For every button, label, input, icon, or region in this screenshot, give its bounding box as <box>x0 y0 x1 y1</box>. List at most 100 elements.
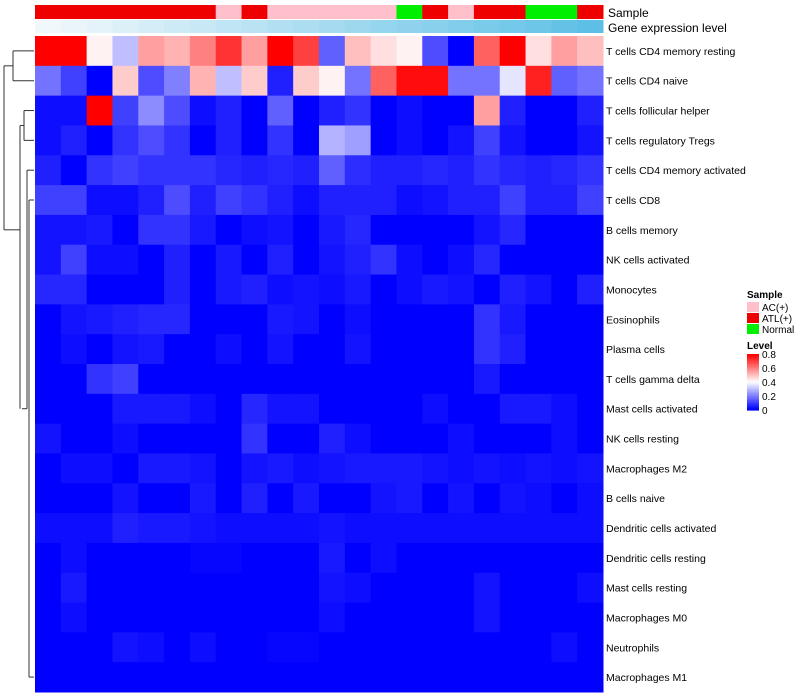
heatmap-cell <box>215 65 243 97</box>
heatmap-cell <box>164 274 191 305</box>
heatmap-cell <box>319 214 346 246</box>
sample-annotation-cell <box>112 5 139 19</box>
legend-gradient-step <box>747 403 759 405</box>
heatmap-cell <box>164 36 191 67</box>
heatmap-cell <box>396 393 423 425</box>
heatmap-cell <box>473 65 501 97</box>
heatmap-cell <box>525 662 552 693</box>
sample-annotation-cell <box>293 5 320 19</box>
expression-annotation-cell <box>164 20 191 33</box>
heatmap-cell <box>499 65 527 97</box>
heatmap-cell <box>370 65 397 97</box>
row-label: Dendritic cells activated <box>606 523 716 535</box>
heatmap-cell <box>525 542 552 574</box>
heatmap-cell <box>267 483 294 514</box>
heatmap-cell <box>112 662 139 693</box>
legend-swatch <box>747 324 759 334</box>
heatmap-cell <box>577 602 604 633</box>
legend-gradient-step <box>747 376 759 379</box>
sample-annotation-cell <box>319 5 346 19</box>
legend-gradient-step <box>747 397 759 400</box>
heatmap-cell <box>215 632 243 663</box>
heatmap-cell <box>525 632 552 663</box>
heatmap-cell <box>189 393 217 425</box>
heatmap-cell <box>319 513 346 544</box>
heatmap-cell <box>215 662 243 693</box>
heatmap-cell <box>215 602 243 633</box>
heatmap-cell <box>577 662 604 693</box>
legend-gradient-step <box>747 382 759 384</box>
heatmap-cell <box>293 65 320 97</box>
heatmap-cell <box>499 632 527 663</box>
heatmap-cell <box>267 572 294 604</box>
heatmap-cell <box>35 95 62 126</box>
heatmap-cell <box>293 304 320 335</box>
heatmap-cell <box>473 513 501 544</box>
heatmap-cell <box>189 185 217 216</box>
row-dendrogram <box>3 50 34 678</box>
heatmap-cell <box>448 334 475 365</box>
heatmap-cell <box>370 364 397 395</box>
heatmap-cell <box>293 155 320 186</box>
heatmap-cell <box>35 423 62 454</box>
heatmap-cell <box>473 393 501 425</box>
heatmap-cell <box>525 244 552 276</box>
heatmap-cell <box>448 244 475 276</box>
heatmap-cell <box>241 632 268 663</box>
row-label: NK cells resting <box>606 434 679 446</box>
heatmap-cell <box>293 125 320 156</box>
heatmap-cell <box>60 602 88 633</box>
heatmap-cell <box>577 542 604 574</box>
heatmap-cell <box>473 453 501 484</box>
heatmap-cell <box>551 95 578 126</box>
sample-annotation-cell <box>60 5 88 19</box>
sample-annotation-cell <box>577 5 604 19</box>
heatmap-cell <box>86 423 113 454</box>
heatmap-cell <box>319 453 346 484</box>
heatmap-cell <box>112 513 139 544</box>
heatmap-cell <box>293 423 320 454</box>
heatmap-cell <box>60 304 88 335</box>
heatmap-cell <box>241 65 268 97</box>
heatmap-cell <box>499 364 527 395</box>
heatmap-cell <box>138 513 165 544</box>
heatmap-cell <box>35 602 62 633</box>
heatmap-cell <box>525 155 552 186</box>
legend-gradient-step <box>747 405 759 408</box>
legend-gradient-step <box>747 361 759 363</box>
heatmap-cell <box>189 662 217 693</box>
heatmap-cell <box>396 602 423 633</box>
row-label: B cells memory <box>606 225 679 237</box>
heatmap-cell <box>138 155 165 186</box>
heatmap-cell <box>60 36 88 67</box>
heatmap-cell <box>577 274 604 305</box>
heatmap-cell <box>267 214 294 246</box>
heatmap-cell <box>577 185 604 216</box>
heatmap-cell <box>551 364 578 395</box>
legend-gradient-step <box>747 368 759 370</box>
heatmap-cell <box>525 185 552 216</box>
heatmap-cell <box>86 334 113 365</box>
heatmap-cell <box>86 185 113 216</box>
heatmap-cell <box>551 602 578 633</box>
heatmap-cell <box>551 36 578 67</box>
row-label: T cells follicular helper <box>606 106 710 118</box>
heatmap-cell <box>215 334 243 365</box>
heatmap-cell <box>35 542 62 574</box>
heatmap-cell <box>164 244 191 276</box>
heatmap-cell <box>241 513 268 544</box>
heatmap-cell <box>499 662 527 693</box>
heatmap-cell <box>319 185 346 216</box>
heatmap-cell <box>164 65 191 97</box>
heatmap-cell <box>60 185 88 216</box>
heatmap-cell <box>241 125 268 156</box>
heatmap-cell <box>189 483 217 514</box>
heatmap-cell <box>577 483 604 514</box>
heatmap-cell <box>112 214 139 246</box>
heatmap-cell <box>525 602 552 633</box>
heatmap-cell <box>473 632 501 663</box>
heatmap-cell <box>35 334 62 365</box>
legend-gradient-step <box>747 369 759 372</box>
heatmap-cell <box>448 483 475 514</box>
heatmap-cell <box>164 95 191 126</box>
